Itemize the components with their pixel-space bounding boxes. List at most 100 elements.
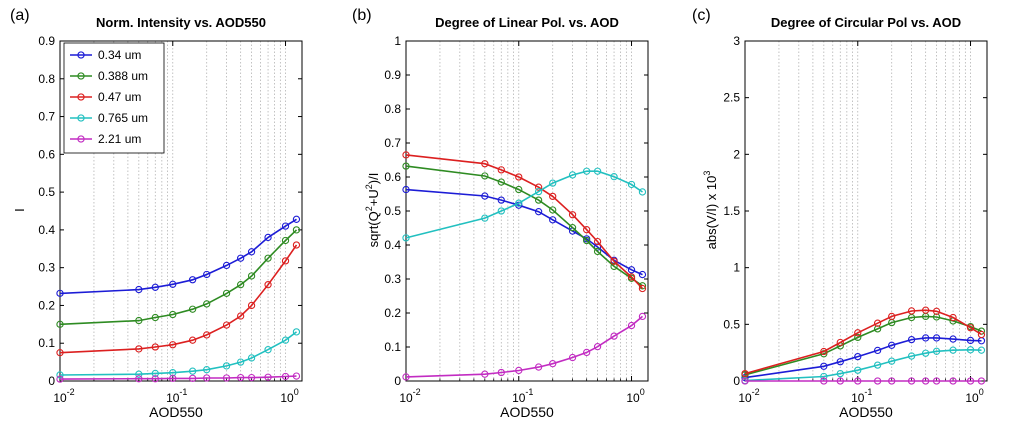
data-point	[932, 334, 941, 342]
data-point	[169, 341, 177, 349]
data-point	[977, 346, 986, 354]
data-point	[169, 374, 177, 383]
data-point	[854, 377, 862, 385]
data-point	[888, 341, 896, 349]
x-axis-label: AOD550	[839, 404, 893, 420]
y-tick-label: 1	[733, 261, 740, 275]
data-point	[610, 332, 618, 340]
data-point	[593, 243, 602, 251]
data-point	[203, 366, 211, 374]
series-line	[405, 188, 643, 276]
y-tick-label: 0.7	[384, 136, 401, 150]
series-0-47-um	[402, 151, 647, 293]
data-point	[515, 173, 523, 181]
data-point	[151, 369, 159, 378]
legend-item: 0.388 um	[98, 69, 148, 83]
y-tick-label: 0.8	[384, 102, 401, 116]
data-point	[402, 151, 410, 159]
data-point	[836, 377, 844, 385]
data-point	[568, 171, 577, 179]
data-point	[151, 283, 159, 291]
series-line	[744, 337, 982, 379]
data-point	[247, 272, 256, 280]
data-point	[203, 374, 211, 382]
x-axis-label: AOD550	[149, 404, 203, 420]
data-point	[638, 270, 647, 279]
data-point	[151, 375, 159, 383]
chart-title: Degree of Circular Pol vs. AOD	[771, 15, 961, 30]
series-2-21-um	[741, 377, 986, 385]
data-point	[497, 196, 505, 204]
data-point	[568, 353, 577, 362]
data-point	[222, 261, 231, 270]
data-point	[292, 372, 301, 380]
data-point	[135, 285, 143, 294]
data-point	[638, 188, 647, 196]
data-point	[402, 185, 410, 194]
y-tick-label: 0.6	[384, 170, 401, 184]
data-point	[966, 377, 975, 385]
chart-title: Norm. Intensity vs. AOD550	[96, 15, 266, 30]
panel-b: (b) Degree of Linear Pol. vs. AOD 0 0.1 0.2 0…	[352, 7, 649, 420]
data-point	[497, 178, 505, 186]
data-point	[549, 206, 557, 214]
data-point	[515, 366, 523, 375]
data-point	[237, 312, 245, 320]
series-0-388-um	[402, 162, 647, 290]
data-point	[610, 262, 618, 271]
y-tick-label: 0.3	[38, 261, 55, 275]
data-point	[549, 179, 557, 187]
data-point	[627, 180, 636, 189]
data-point	[264, 281, 272, 289]
data-point	[854, 352, 862, 361]
data-point	[534, 363, 543, 371]
series-0-388-um	[56, 226, 301, 328]
data-point	[873, 319, 882, 327]
legend-box	[63, 42, 165, 154]
data-point	[977, 377, 986, 385]
data-point	[264, 345, 272, 354]
data-point	[549, 192, 557, 201]
y-tick-label: 2.5	[723, 91, 740, 105]
data-point	[56, 371, 64, 379]
series-line	[59, 331, 297, 376]
data-point	[888, 357, 896, 365]
x-tick-label: 100	[626, 387, 644, 405]
legend-swatch-marker	[77, 93, 85, 101]
data-point	[873, 361, 882, 369]
y-tick-label: 0.1	[384, 340, 401, 354]
data-point	[292, 226, 301, 234]
data-point	[534, 208, 543, 216]
series-2-21-um	[402, 312, 647, 381]
data-point	[583, 226, 591, 234]
series-0-47-um	[741, 306, 986, 378]
data-point	[949, 335, 957, 343]
y-tick-label: 0.8	[38, 72, 55, 86]
data-point	[188, 367, 197, 375]
gridlines	[744, 41, 971, 381]
data-point	[977, 330, 986, 339]
series-line	[744, 315, 982, 376]
y-tick-label: 0.9	[384, 68, 401, 82]
data-point	[593, 343, 602, 351]
y-tick-label: 2	[733, 147, 740, 161]
data-point	[932, 307, 941, 315]
y-tick-label: 1.5	[723, 204, 740, 218]
data-point	[135, 370, 143, 378]
legend-swatch-marker	[77, 135, 85, 143]
data-point	[481, 160, 489, 168]
y-axis-label: sqrt(Q2+U2)/I	[364, 173, 381, 248]
data-point	[922, 349, 930, 357]
data-point	[907, 377, 916, 385]
y-tick-label: 0.6	[38, 147, 55, 161]
data-point	[820, 347, 828, 356]
data-point	[534, 187, 543, 196]
data-point	[203, 270, 211, 279]
x-axis-label: AOD550	[500, 404, 554, 420]
data-point	[593, 247, 602, 256]
data-point	[188, 276, 197, 284]
data-point	[237, 358, 245, 366]
data-point	[820, 372, 828, 381]
data-point	[292, 215, 301, 223]
panel-c: (c) Degree of Circular Pol vs. AOD 0 0.5 1 1.…	[692, 7, 988, 420]
